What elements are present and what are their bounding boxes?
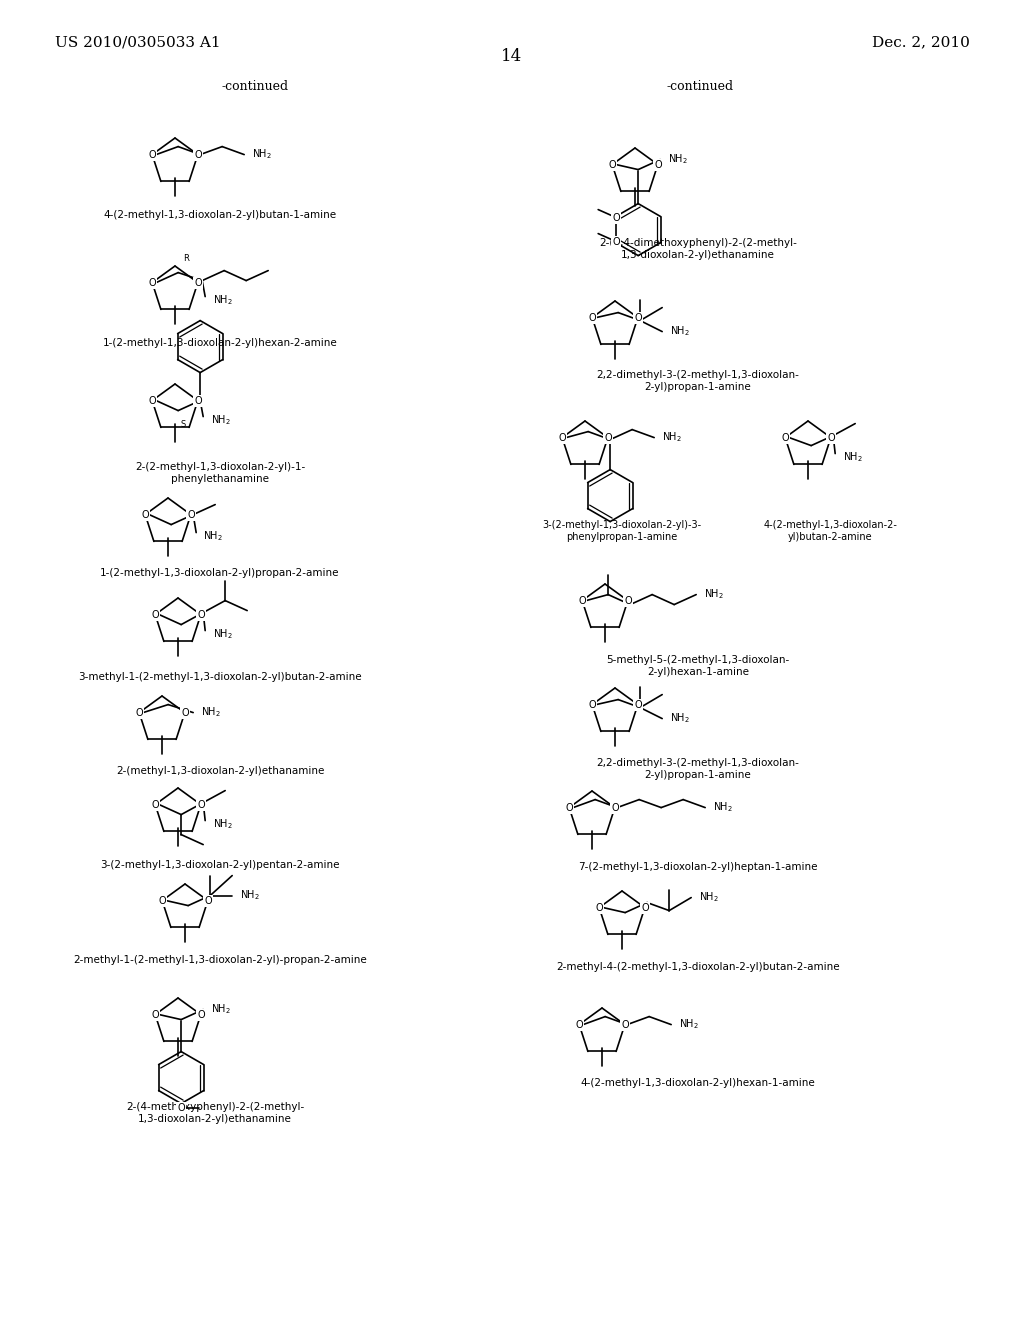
Text: 2-(2-methyl-1,3-dioxolan-2-yl)-1-
phenylethanamine: 2-(2-methyl-1,3-dioxolan-2-yl)-1- phenyl… bbox=[135, 462, 305, 483]
Text: -continued: -continued bbox=[667, 81, 733, 92]
Text: O: O bbox=[827, 433, 835, 442]
Text: 2-(methyl-1,3-dioxolan-2-yl)ethanamine: 2-(methyl-1,3-dioxolan-2-yl)ethanamine bbox=[116, 766, 325, 776]
Text: NH$_2$: NH$_2$ bbox=[670, 711, 690, 726]
Text: 7-(2-methyl-1,3-dioxolan-2-yl)heptan-1-amine: 7-(2-methyl-1,3-dioxolan-2-yl)heptan-1-a… bbox=[579, 862, 818, 873]
Text: O: O bbox=[608, 160, 616, 169]
Text: O: O bbox=[159, 895, 166, 906]
Text: NH$_2$: NH$_2$ bbox=[670, 325, 690, 338]
Text: O: O bbox=[187, 510, 195, 520]
Text: O: O bbox=[579, 595, 586, 606]
Text: 2-methyl-1-(2-methyl-1,3-dioxolan-2-yl)-propan-2-amine: 2-methyl-1-(2-methyl-1,3-dioxolan-2-yl)-… bbox=[73, 954, 367, 965]
Text: O: O bbox=[611, 803, 618, 813]
Text: O: O bbox=[152, 800, 159, 809]
Text: 1-(2-methyl-1,3-dioxolan-2-yl)hexan-2-amine: 1-(2-methyl-1,3-dioxolan-2-yl)hexan-2-am… bbox=[102, 338, 337, 348]
Text: O: O bbox=[177, 1102, 185, 1113]
Text: 2-(3,4-dimethoxyphenyl)-2-(2-methyl-
1,3-dioxolan-2-yl)ethanamine: 2-(3,4-dimethoxyphenyl)-2-(2-methyl- 1,3… bbox=[599, 238, 797, 260]
Text: NH$_2$: NH$_2$ bbox=[699, 891, 719, 904]
Text: -continued: -continued bbox=[221, 81, 289, 92]
Text: Dec. 2, 2010: Dec. 2, 2010 bbox=[872, 36, 970, 49]
Text: O: O bbox=[634, 313, 642, 322]
Text: NH$_2$: NH$_2$ bbox=[211, 1003, 231, 1016]
Text: O: O bbox=[634, 700, 642, 710]
Text: NH$_2$: NH$_2$ bbox=[213, 293, 233, 308]
Text: O: O bbox=[181, 708, 188, 718]
Text: NH$_2$: NH$_2$ bbox=[203, 529, 223, 544]
Text: O: O bbox=[612, 236, 620, 247]
Text: O: O bbox=[621, 1019, 629, 1030]
Text: O: O bbox=[624, 595, 632, 606]
Text: 4-(2-methyl-1,3-dioxolan-2-yl)hexan-1-amine: 4-(2-methyl-1,3-dioxolan-2-yl)hexan-1-am… bbox=[581, 1078, 815, 1088]
Text: O: O bbox=[589, 313, 596, 322]
Text: 2,2-dimethyl-3-(2-methyl-1,3-dioxolan-
2-yl)propan-1-amine: 2,2-dimethyl-3-(2-methyl-1,3-dioxolan- 2… bbox=[597, 370, 800, 392]
Text: O: O bbox=[135, 708, 143, 718]
Text: O: O bbox=[654, 160, 662, 169]
Text: NH$_2$: NH$_2$ bbox=[252, 148, 272, 161]
Text: 2-(4-methoxyphenyl)-2-(2-methyl-
1,3-dioxolan-2-yl)ethanamine: 2-(4-methoxyphenyl)-2-(2-methyl- 1,3-dio… bbox=[126, 1102, 304, 1123]
Text: O: O bbox=[604, 433, 611, 442]
Text: NH$_2$: NH$_2$ bbox=[669, 153, 688, 166]
Text: NH$_2$: NH$_2$ bbox=[713, 801, 733, 814]
Text: NH$_2$: NH$_2$ bbox=[211, 413, 231, 428]
Text: NH$_2$: NH$_2$ bbox=[241, 888, 260, 903]
Text: O: O bbox=[152, 1010, 159, 1019]
Text: O: O bbox=[141, 510, 148, 520]
Text: O: O bbox=[575, 1019, 583, 1030]
Text: O: O bbox=[148, 277, 156, 288]
Text: 14: 14 bbox=[502, 48, 522, 65]
Text: O: O bbox=[194, 149, 202, 160]
Text: O: O bbox=[197, 1010, 205, 1019]
Text: O: O bbox=[565, 803, 573, 813]
Text: 2-methyl-4-(2-methyl-1,3-dioxolan-2-yl)butan-2-amine: 2-methyl-4-(2-methyl-1,3-dioxolan-2-yl)b… bbox=[556, 962, 840, 972]
Text: O: O bbox=[197, 610, 205, 619]
Text: NH$_2$: NH$_2$ bbox=[679, 1018, 699, 1031]
Text: O: O bbox=[152, 610, 159, 619]
Text: US 2010/0305033 A1: US 2010/0305033 A1 bbox=[55, 36, 220, 49]
Text: NH$_2$: NH$_2$ bbox=[705, 587, 724, 602]
Text: O: O bbox=[558, 433, 566, 442]
Text: S: S bbox=[180, 420, 185, 429]
Text: 4-(2-methyl-1,3-dioxolan-2-yl)butan-1-amine: 4-(2-methyl-1,3-dioxolan-2-yl)butan-1-am… bbox=[103, 210, 337, 220]
Text: O: O bbox=[197, 800, 205, 809]
Text: O: O bbox=[781, 433, 788, 442]
Text: O: O bbox=[612, 213, 620, 223]
Text: 3-(2-methyl-1,3-dioxolan-2-yl)-3-
phenylpropan-1-amine: 3-(2-methyl-1,3-dioxolan-2-yl)-3- phenyl… bbox=[543, 520, 701, 541]
Text: O: O bbox=[194, 277, 202, 288]
Text: O: O bbox=[204, 895, 212, 906]
Text: O: O bbox=[148, 396, 156, 405]
Text: NH$_2$: NH$_2$ bbox=[843, 450, 863, 465]
Text: O: O bbox=[194, 396, 202, 405]
Text: 3-(2-methyl-1,3-dioxolan-2-yl)pentan-2-amine: 3-(2-methyl-1,3-dioxolan-2-yl)pentan-2-a… bbox=[100, 861, 340, 870]
Text: 3-methyl-1-(2-methyl-1,3-dioxolan-2-yl)butan-2-amine: 3-methyl-1-(2-methyl-1,3-dioxolan-2-yl)b… bbox=[78, 672, 361, 682]
Text: 4-(2-methyl-1,3-dioxolan-2-
yl)butan-2-amine: 4-(2-methyl-1,3-dioxolan-2- yl)butan-2-a… bbox=[763, 520, 897, 541]
Text: NH$_2$: NH$_2$ bbox=[663, 430, 682, 445]
Text: O: O bbox=[595, 903, 603, 912]
Text: 1-(2-methyl-1,3-dioxolan-2-yl)propan-2-amine: 1-(2-methyl-1,3-dioxolan-2-yl)propan-2-a… bbox=[100, 568, 340, 578]
Text: R: R bbox=[183, 253, 189, 263]
Text: 2,2-dimethyl-3-(2-methyl-1,3-dioxolan-
2-yl)propan-1-amine: 2,2-dimethyl-3-(2-methyl-1,3-dioxolan- 2… bbox=[597, 758, 800, 780]
Text: NH$_2$: NH$_2$ bbox=[201, 706, 221, 719]
Text: O: O bbox=[589, 700, 596, 710]
Text: 5-methyl-5-(2-methyl-1,3-dioxolan-
2-yl)hexan-1-amine: 5-methyl-5-(2-methyl-1,3-dioxolan- 2-yl)… bbox=[606, 655, 790, 677]
Text: O: O bbox=[641, 903, 648, 912]
Text: O: O bbox=[148, 149, 156, 160]
Text: NH$_2$: NH$_2$ bbox=[213, 817, 233, 832]
Text: NH$_2$: NH$_2$ bbox=[213, 628, 233, 642]
